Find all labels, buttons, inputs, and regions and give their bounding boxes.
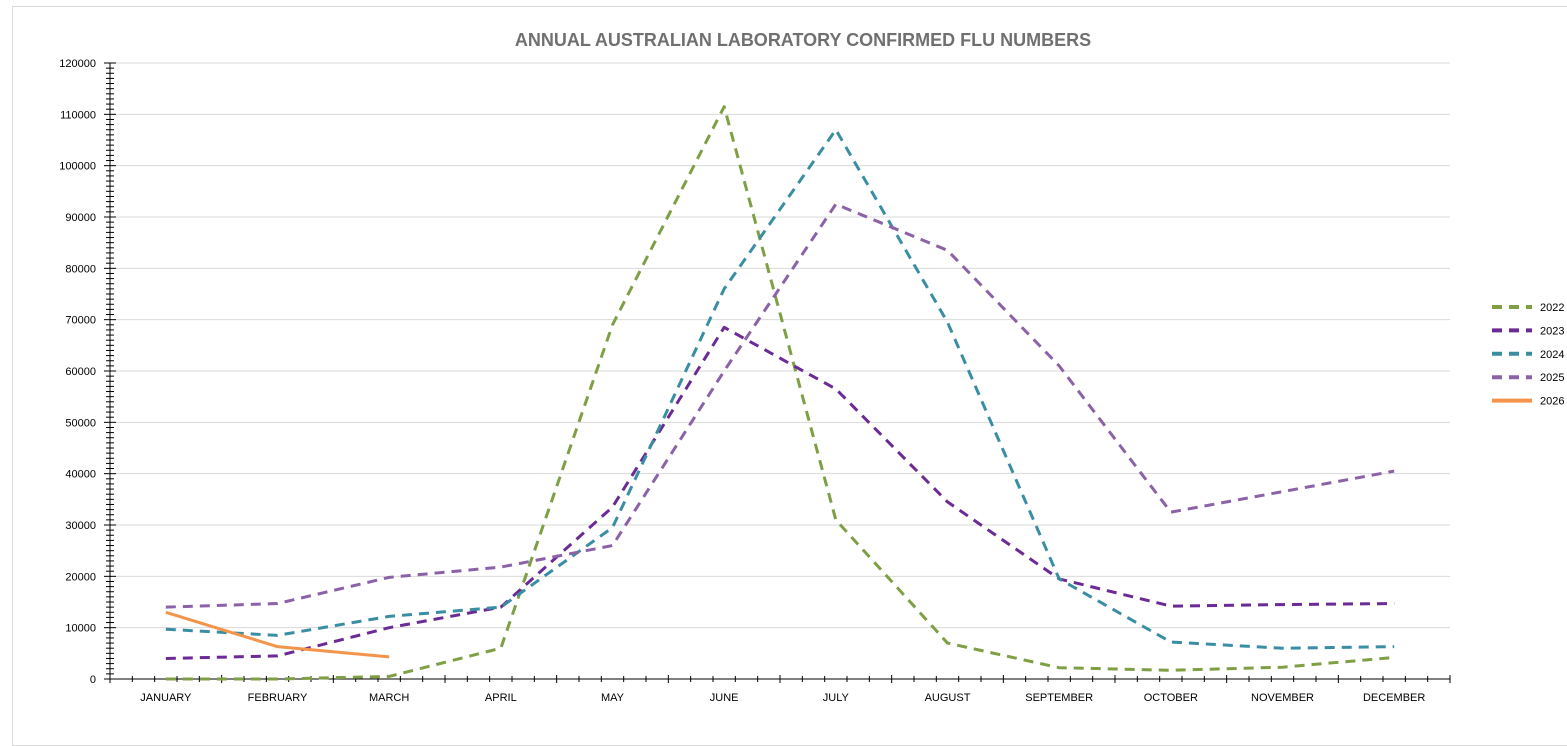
x-tick-label: AUGUST: [925, 692, 971, 704]
series-line-2025: [165, 202, 1395, 609]
y-axis-tick-labels: 0 10000 20000 30000 40000 50000 60000 70000 8000…: [59, 58, 96, 686]
y-tick-label: 110000: [60, 109, 96, 121]
x-axis-tick-labels: JANUARY FEBRUARY MARCH APRIL MAY JUNE JULY AUGU…: [140, 692, 1425, 704]
legend-label: 2024: [1540, 349, 1564, 361]
x-tick-label: APRIL: [485, 692, 517, 704]
legend-label: 2022: [1540, 302, 1564, 314]
x-tick-label: DECEMBER: [1363, 692, 1425, 704]
x-tick-label: MARCH: [369, 692, 409, 704]
series-line-2022: [165, 105, 1395, 681]
series-line-2024: [165, 128, 1395, 650]
y-tick-label: 40000: [65, 469, 96, 481]
y-tick-label: 10000: [65, 623, 96, 635]
x-tick-label: JUNE: [710, 692, 739, 704]
y-tick-label: 30000: [65, 520, 96, 532]
chart-title: ANNUAL AUSTRALIAN LABORATORY CONFIRMED F…: [515, 30, 1091, 50]
x-tick-label: FEBRUARY: [248, 692, 308, 704]
legend-label: 2025: [1540, 372, 1564, 384]
series-line-2023: [165, 325, 1395, 660]
legend-label: 2026: [1540, 396, 1564, 408]
legend-label: 2023: [1540, 325, 1564, 337]
x-tick-label: JULY: [823, 692, 850, 704]
gridlines: [110, 62, 1450, 629]
series-lines: [165, 105, 1395, 681]
x-tick-label: OCTOBER: [1144, 692, 1198, 704]
legend: 2022 2023 2024 2025 2026: [1492, 302, 1564, 408]
y-tick-label: 100000: [59, 161, 96, 173]
y-tick-label: 20000: [65, 571, 96, 583]
axes: [104, 62, 1451, 683]
series-line-2026: [165, 610, 390, 659]
x-tick-label: NOVEMBER: [1251, 692, 1314, 704]
x-tick-label: JANUARY: [140, 692, 192, 704]
y-tick-label: 80000: [65, 263, 96, 275]
y-tick-label: 50000: [65, 417, 96, 429]
y-tick-label: 90000: [65, 212, 96, 224]
x-tick-label: MAY: [601, 692, 625, 704]
y-tick-label: 60000: [65, 366, 96, 378]
y-tick-label: 120000: [59, 58, 96, 70]
y-tick-label: 0: [90, 674, 96, 686]
x-tick-label: SEPTEMBER: [1025, 692, 1093, 704]
y-tick-label: 70000: [65, 315, 96, 327]
